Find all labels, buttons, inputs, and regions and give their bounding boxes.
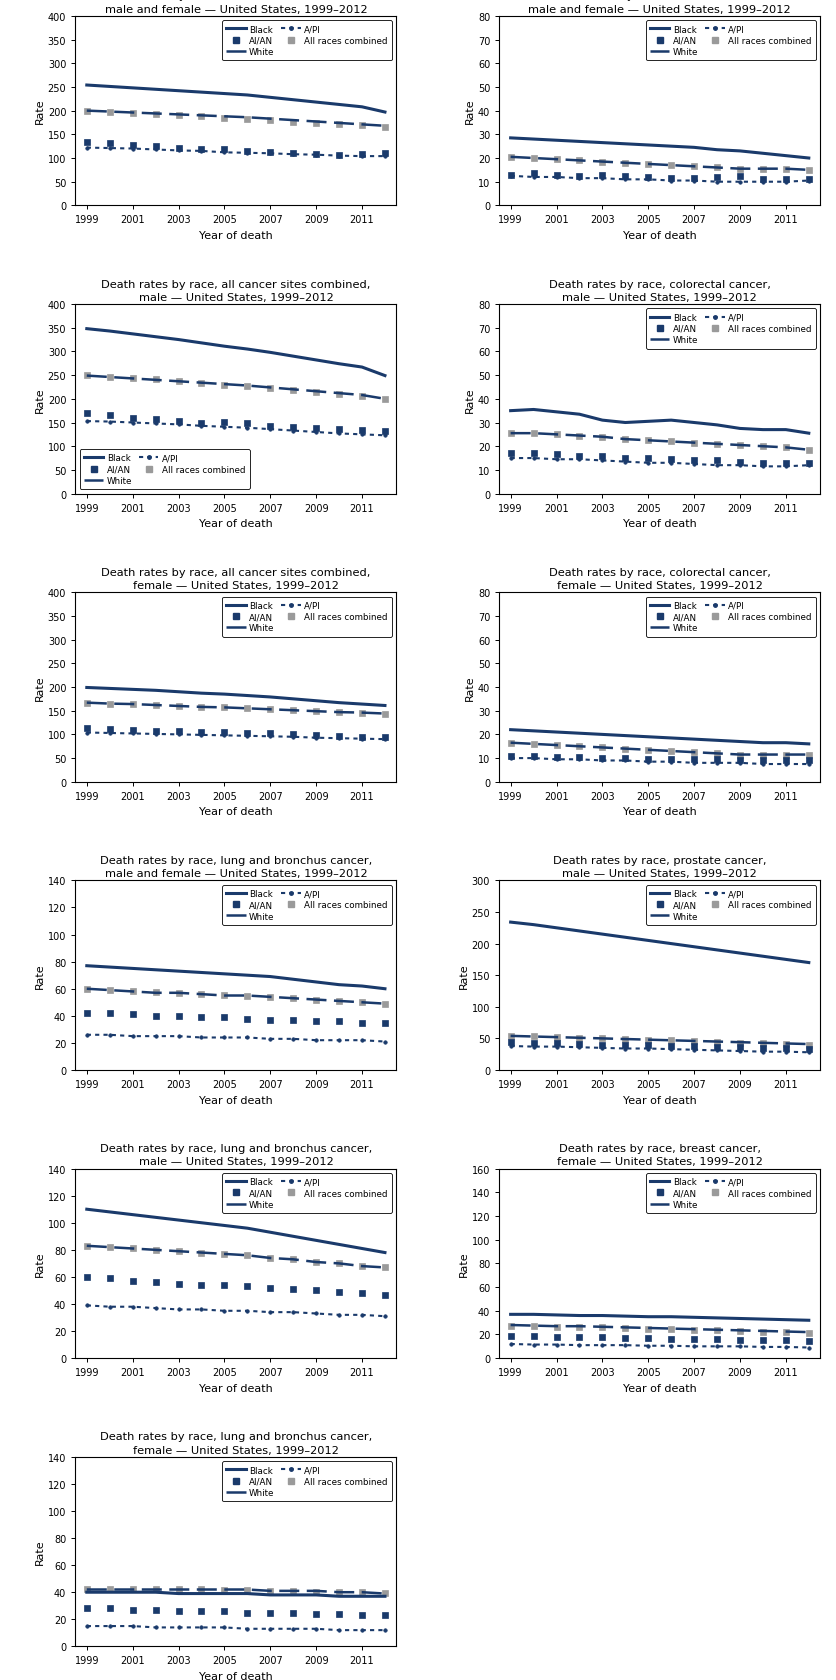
Legend: Black, AI/AN, White, A/PI, All races combined: Black, AI/AN, White, A/PI, All races com… bbox=[222, 1173, 391, 1213]
Y-axis label: Rate: Rate bbox=[458, 963, 468, 988]
X-axis label: Year of death: Year of death bbox=[622, 806, 696, 816]
Y-axis label: Rate: Rate bbox=[465, 675, 474, 701]
X-axis label: Year of death: Year of death bbox=[199, 1095, 273, 1105]
Y-axis label: Rate: Rate bbox=[35, 675, 45, 701]
Title: Death rates by race, colorectal cancer,
female — United States, 1999–2012: Death rates by race, colorectal cancer, … bbox=[548, 568, 770, 591]
Title: Death rates by race, lung and bronchus cancer,
male — United States, 1999–2012: Death rates by race, lung and bronchus c… bbox=[99, 1144, 371, 1166]
Y-axis label: Rate: Rate bbox=[35, 99, 45, 124]
Legend: Black, AI/AN, White, A/PI, All races combined: Black, AI/AN, White, A/PI, All races com… bbox=[222, 885, 391, 926]
Title: Death rates by race, breast cancer,
female — United States, 1999–2012: Death rates by race, breast cancer, fema… bbox=[556, 1144, 762, 1166]
X-axis label: Year of death: Year of death bbox=[199, 1383, 273, 1393]
Title: Death rates by race, colorectal cancer,
male and female — United States, 1999–20: Death rates by race, colorectal cancer, … bbox=[528, 0, 790, 15]
Y-axis label: Rate: Rate bbox=[35, 963, 45, 988]
Legend: Black, AI/AN, White, A/PI, All races combined: Black, AI/AN, White, A/PI, All races com… bbox=[222, 596, 391, 637]
X-axis label: Year of death: Year of death bbox=[622, 1383, 696, 1393]
X-axis label: Year of death: Year of death bbox=[199, 1672, 273, 1680]
X-axis label: Year of death: Year of death bbox=[622, 230, 696, 240]
Title: Death rates by race, all cancer sites combined,
male and female — United States,: Death rates by race, all cancer sites co… bbox=[101, 0, 370, 15]
Legend: Black, AI/AN, White, A/PI, All races combined: Black, AI/AN, White, A/PI, All races com… bbox=[79, 450, 249, 491]
Legend: Black, AI/AN, White, A/PI, All races combined: Black, AI/AN, White, A/PI, All races com… bbox=[222, 1462, 391, 1502]
X-axis label: Year of death: Year of death bbox=[199, 230, 273, 240]
Title: Death rates by race, prostate cancer,
male — United States, 1999–2012: Death rates by race, prostate cancer, ma… bbox=[553, 855, 766, 879]
Y-axis label: Rate: Rate bbox=[35, 386, 45, 412]
Title: Death rates by race, all cancer sites combined,
female — United States, 1999–201: Death rates by race, all cancer sites co… bbox=[101, 568, 370, 591]
X-axis label: Year of death: Year of death bbox=[199, 806, 273, 816]
Title: Death rates by race, lung and bronchus cancer,
female — United States, 1999–2012: Death rates by race, lung and bronchus c… bbox=[99, 1431, 371, 1455]
Y-axis label: Rate: Rate bbox=[35, 1252, 45, 1277]
Title: Death rates by race, lung and bronchus cancer,
male and female — United States, : Death rates by race, lung and bronchus c… bbox=[99, 855, 371, 879]
Legend: Black, AI/AN, White, A/PI, All races combined: Black, AI/AN, White, A/PI, All races com… bbox=[645, 596, 815, 637]
Legend: Black, AI/AN, White, A/PI, All races combined: Black, AI/AN, White, A/PI, All races com… bbox=[645, 22, 815, 60]
Title: Death rates by race, all cancer sites combined,
male — United States, 1999–2012: Death rates by race, all cancer sites co… bbox=[101, 279, 370, 302]
Legend: Black, AI/AN, White, A/PI, All races combined: Black, AI/AN, White, A/PI, All races com… bbox=[645, 309, 815, 349]
Y-axis label: Rate: Rate bbox=[35, 1539, 45, 1564]
Y-axis label: Rate: Rate bbox=[465, 99, 474, 124]
Legend: Black, AI/AN, White, A/PI, All races combined: Black, AI/AN, White, A/PI, All races com… bbox=[222, 22, 391, 60]
Y-axis label: Rate: Rate bbox=[465, 386, 474, 412]
Title: Death rates by race, colorectal cancer,
male — United States, 1999–2012: Death rates by race, colorectal cancer, … bbox=[548, 279, 770, 302]
Y-axis label: Rate: Rate bbox=[458, 1252, 468, 1277]
Legend: Black, AI/AN, White, A/PI, All races combined: Black, AI/AN, White, A/PI, All races com… bbox=[645, 885, 815, 926]
X-axis label: Year of death: Year of death bbox=[622, 519, 696, 529]
X-axis label: Year of death: Year of death bbox=[199, 519, 273, 529]
X-axis label: Year of death: Year of death bbox=[622, 1095, 696, 1105]
Legend: Black, AI/AN, White, A/PI, All races combined: Black, AI/AN, White, A/PI, All races com… bbox=[645, 1173, 815, 1213]
